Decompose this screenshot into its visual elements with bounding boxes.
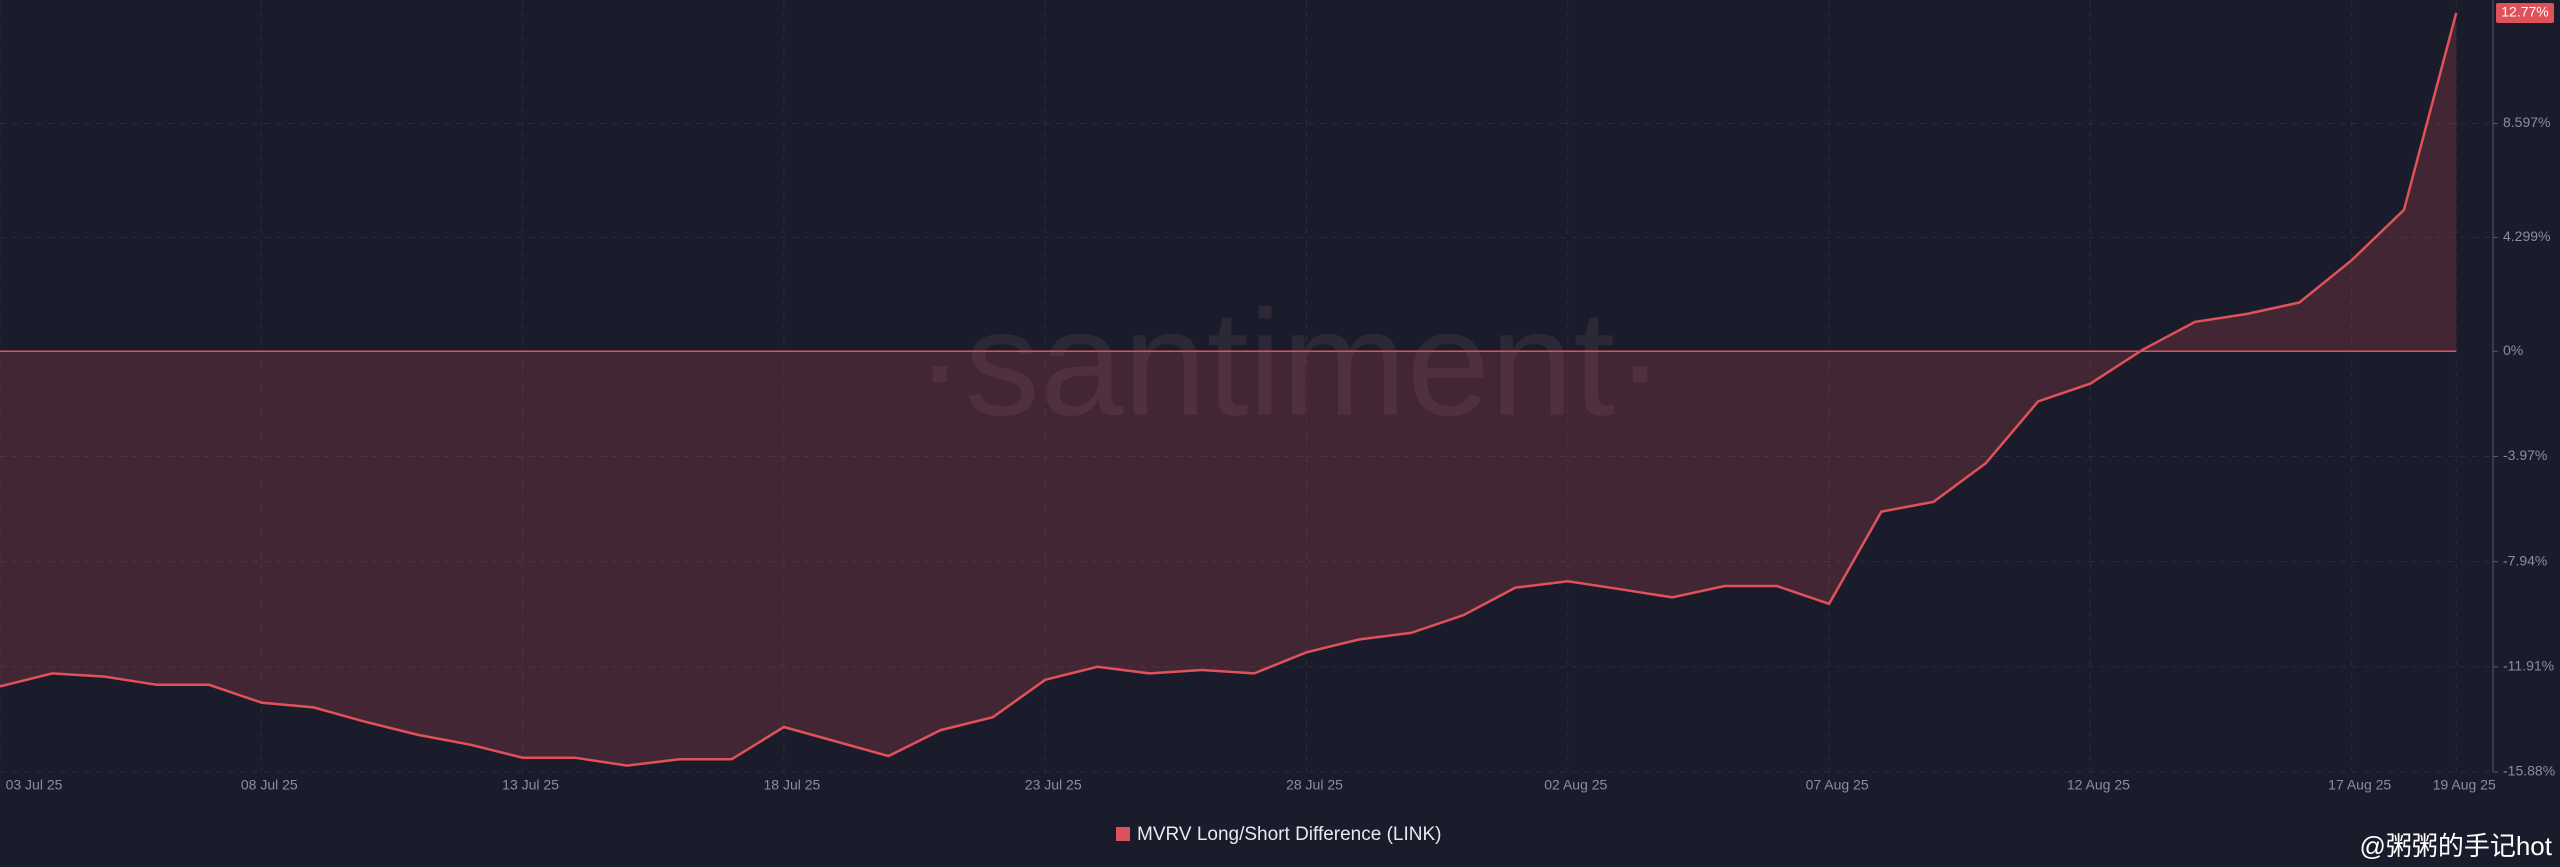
y-tick-label: -7.94% [2503,552,2547,568]
x-tick-label: 13 Jul 25 [502,777,559,793]
y-tick-label: 0% [2503,342,2523,358]
x-tick-label: 03 Jul 25 [6,777,63,793]
x-tick-label: 17 Aug 25 [2328,777,2391,793]
x-tick-label: 18 Jul 25 [763,777,820,793]
x-tick-label: 07 Aug 25 [1806,777,1869,793]
x-tick-label: 12 Aug 25 [2067,777,2130,793]
area-fill [0,13,2457,766]
y-tick-label: -15.88% [2503,763,2555,779]
legend-swatch [1116,827,1130,841]
credit: @粥粥的手记hot [2359,831,2552,861]
watermark: ·santiment· [915,279,1665,447]
current-value-badge [2496,2,2554,23]
y-tick-label: -3.97% [2503,447,2547,463]
y-tick-label: 12.77% [2501,4,2548,20]
x-tick-label: 28 Jul 25 [1286,777,1343,793]
x-tick-label: 19 Aug 25 [2433,777,2496,793]
y-tick-label: 4.299% [2503,228,2550,244]
x-tick-label: 08 Jul 25 [241,777,298,793]
y-tick-label: 8.597% [2503,114,2550,130]
legend-label: MVRV Long/Short Difference (LINK) [1137,824,1442,845]
x-tick-label: 02 Aug 25 [1544,777,1607,793]
x-tick-label: 23 Jul 25 [1025,777,1082,793]
line [0,12,2458,767]
y-tick-label: -11.91% [2503,658,2554,674]
